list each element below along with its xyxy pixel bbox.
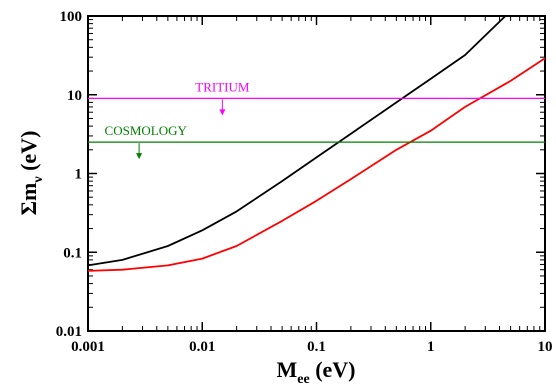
y-tick-label: 1	[75, 167, 83, 183]
y-tick-label: 10	[67, 88, 82, 104]
x-tick-label: 0.001	[71, 339, 105, 355]
y-axis-label: Σmν (eV)	[16, 131, 46, 216]
series-group	[87, 15, 546, 272]
y-tick-label: 0.01	[56, 324, 82, 340]
x-tick-label: 10	[538, 339, 553, 355]
plot-frame	[87, 15, 546, 332]
series-line-2	[87, 57, 546, 272]
y-tick-label: 0.1	[63, 245, 82, 261]
cosmology-label: COSMOLOGY	[105, 123, 188, 138]
x-tick-label: 0.1	[307, 339, 326, 355]
y-tick-label: 100	[60, 9, 83, 25]
x-tick-label: 0.01	[189, 339, 215, 355]
tritium-arrow-head	[219, 109, 226, 116]
reference-lines-group: TRITIUM COSMOLOGY	[88, 79, 545, 160]
series-line-1	[87, 15, 507, 267]
cosmology-arrow-head	[136, 153, 143, 160]
tritium-label: TRITIUM	[195, 79, 250, 94]
x-axis-label: Mee (eV)	[276, 357, 355, 386]
x-tick-label: 1	[427, 339, 435, 355]
